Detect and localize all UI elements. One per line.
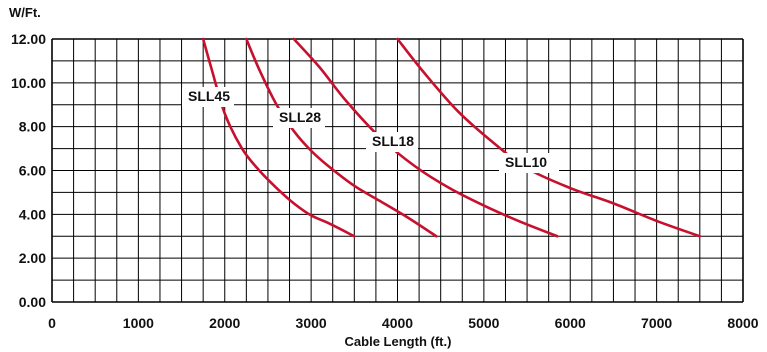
series-label-box — [182, 87, 234, 107]
y-tick-label: 6.00 — [19, 163, 46, 179]
y-axis-title: W/Ft. — [9, 5, 41, 20]
y-tick-label: 4.00 — [19, 206, 46, 222]
grid — [51, 38, 744, 303]
series-line-sll45 — [201, 37, 356, 238]
series-line-sll18 — [292, 37, 559, 238]
series-label-sll10: SLL10 — [505, 154, 547, 170]
y-tick-label: 0.00 — [19, 294, 46, 310]
y-tick-label: 2.00 — [19, 250, 46, 266]
x-tick-label: 5000 — [468, 315, 499, 331]
x-tick-label: 4000 — [382, 315, 413, 331]
x-axis-ticks: 0 1000 2000 3000 4000 5000 6000 7000 8000 — [48, 315, 759, 331]
x-tick-label: 3000 — [296, 315, 327, 331]
x-tick-label: 7000 — [641, 315, 672, 331]
series-label-box — [273, 108, 325, 128]
series-label-box — [499, 153, 559, 173]
x-tick-label: 2000 — [209, 315, 240, 331]
series-label-sll18: SLL18 — [372, 133, 414, 149]
y-axis-ticks: 0.00 2.00 4.00 6.00 8.00 10.00 12.00 — [11, 31, 46, 310]
series-label-sll28: SLL28 — [279, 109, 321, 125]
x-tick-label: 8000 — [727, 315, 758, 331]
x-tick-label: 6000 — [555, 315, 586, 331]
series-line-sll28 — [245, 37, 438, 238]
series-label-box — [366, 132, 418, 152]
x-tick-label: 0 — [48, 315, 56, 331]
y-tick-label: 10.00 — [11, 75, 46, 91]
y-tick-label: 8.00 — [19, 119, 46, 135]
series-labels: SLL45 SLL28 SLL18 SLL10 — [182, 87, 559, 173]
x-tick-label: 1000 — [123, 315, 154, 331]
series-curves — [201, 37, 702, 238]
x-axis-title: Cable Length (ft.) — [345, 334, 452, 349]
y-tick-label: 12.00 — [11, 31, 46, 47]
series-label-sll45: SLL45 — [188, 88, 230, 104]
